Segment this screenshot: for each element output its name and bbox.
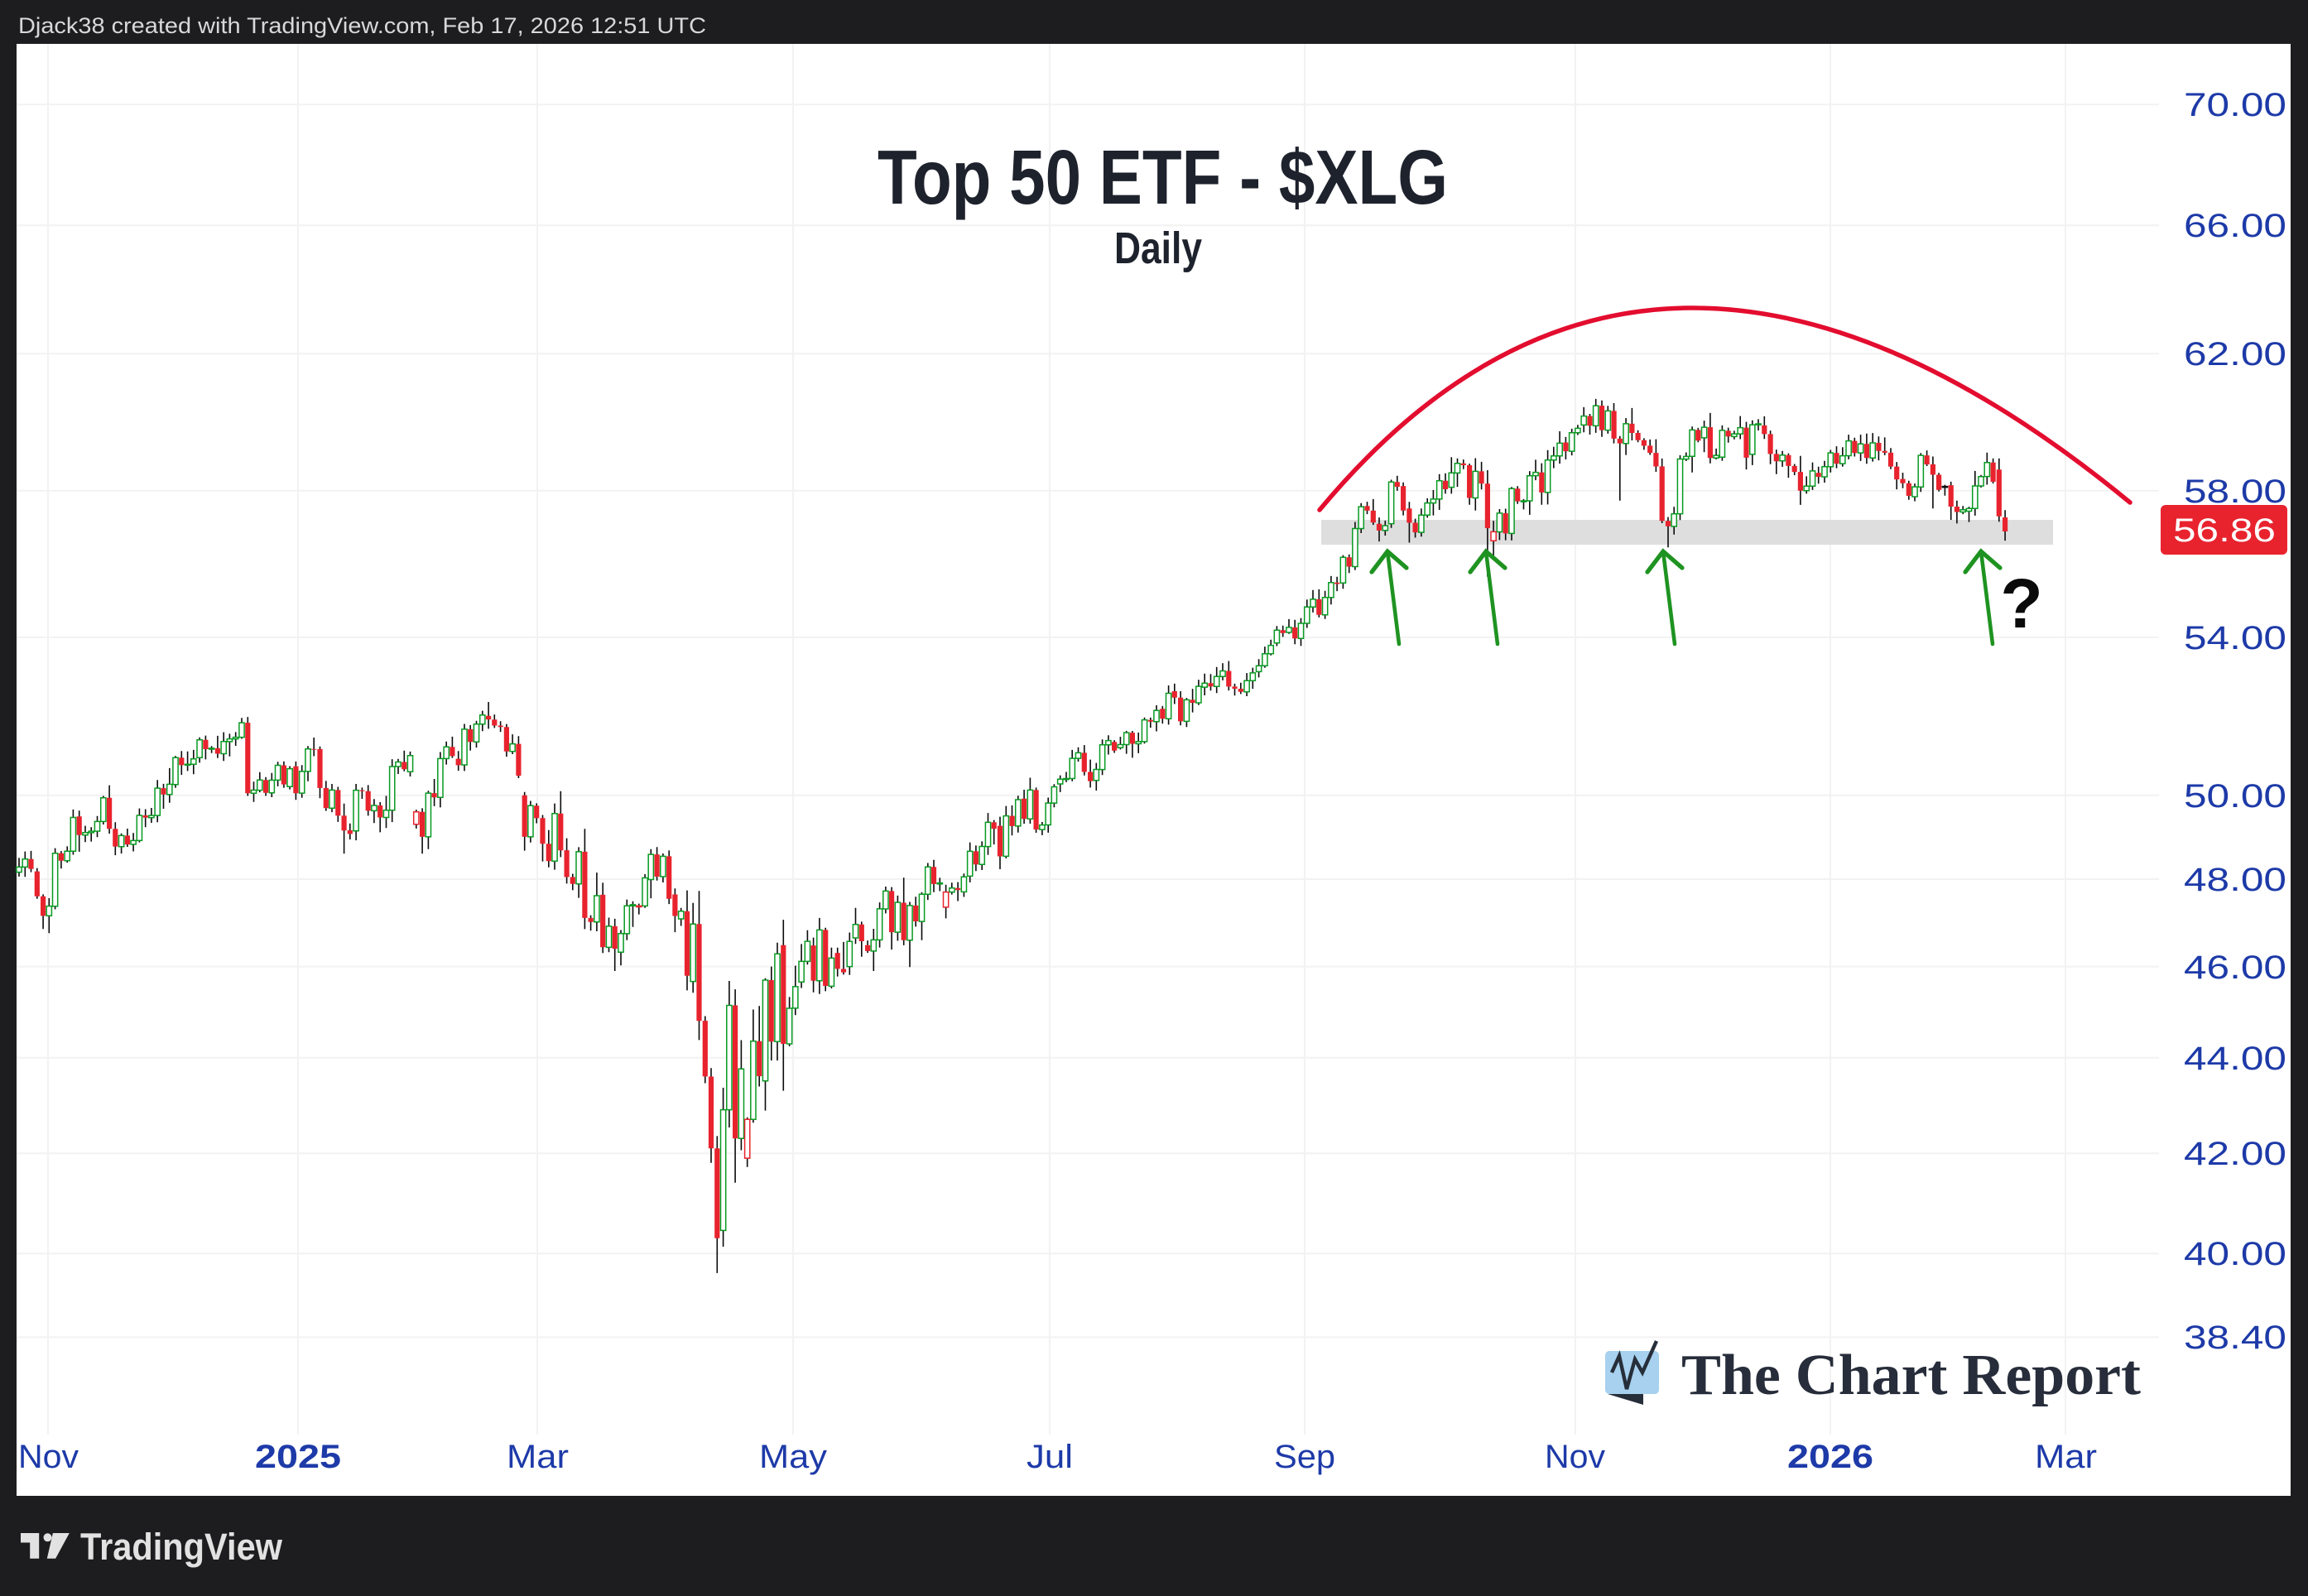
svg-text:2025: 2025 (255, 1439, 341, 1475)
svg-text:40.00: 40.00 (2184, 1236, 2286, 1272)
svg-text:42.00: 42.00 (2184, 1136, 2286, 1172)
svg-text:Mar: Mar (2035, 1439, 2097, 1475)
svg-text:58.00: 58.00 (2184, 474, 2286, 510)
svg-text:TradingView: TradingView (80, 1526, 283, 1568)
svg-text:Daily: Daily (1114, 224, 1202, 273)
svg-text:50.00: 50.00 (2184, 778, 2286, 815)
svg-text:May: May (759, 1439, 827, 1475)
svg-text:54.00: 54.00 (2184, 620, 2286, 656)
svg-text:?: ? (2000, 565, 2042, 642)
svg-text:48.00: 48.00 (2184, 862, 2286, 898)
svg-text:Djack38 created with TradingVi: Djack38 created with TradingView.com, Fe… (18, 13, 706, 38)
svg-text:Top 50 ETF - $XLG: Top 50 ETF - $XLG (878, 134, 1448, 220)
svg-text:66.00: 66.00 (2184, 208, 2286, 244)
svg-text:The Chart Report: The Chart Report (1681, 1344, 2141, 1407)
svg-text:Jul: Jul (1027, 1439, 1073, 1475)
svg-text:70.00: 70.00 (2184, 87, 2286, 123)
svg-text:Nov: Nov (1545, 1439, 1605, 1475)
svg-text:2026: 2026 (1787, 1439, 1873, 1475)
svg-text:Nov: Nov (18, 1439, 79, 1475)
svg-text:Mar: Mar (507, 1439, 569, 1475)
svg-text:Sep: Sep (1274, 1439, 1335, 1475)
svg-text:46.00: 46.00 (2184, 949, 2286, 986)
svg-text:56.86: 56.86 (2173, 512, 2276, 549)
svg-text:38.40: 38.40 (2184, 1320, 2286, 1356)
svg-text:62.00: 62.00 (2184, 336, 2286, 373)
svg-text:44.00: 44.00 (2184, 1041, 2286, 1077)
